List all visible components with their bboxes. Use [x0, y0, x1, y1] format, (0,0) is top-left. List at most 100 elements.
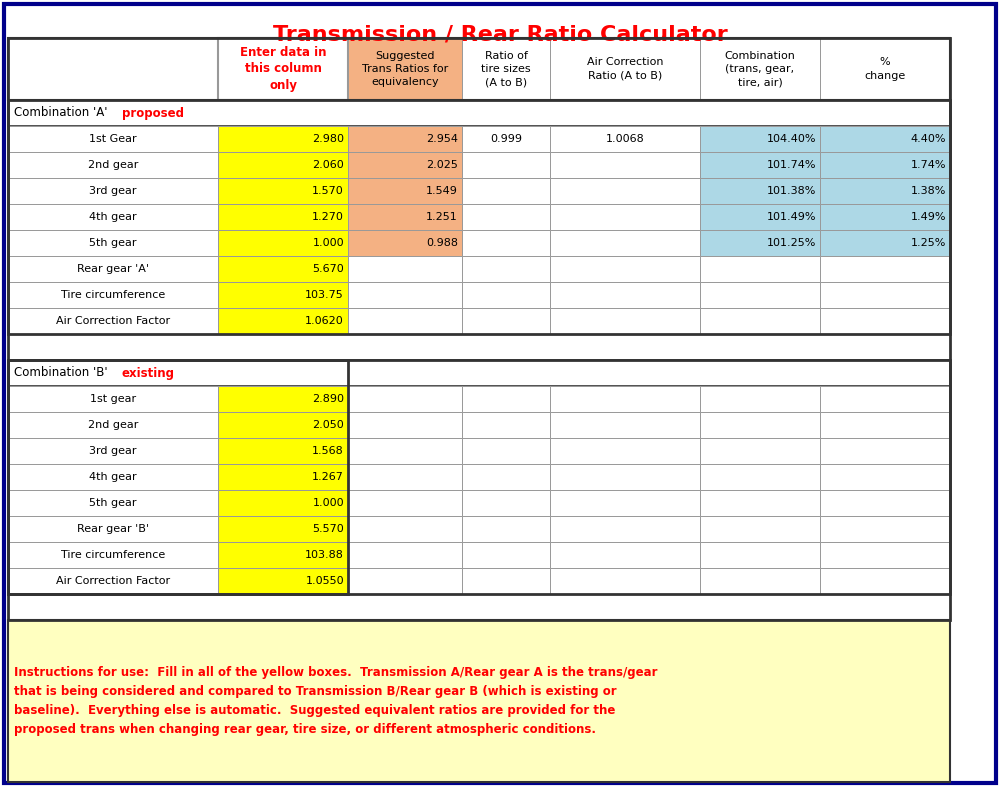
Text: 3rd gear: 3rd gear: [89, 446, 137, 456]
Text: 3rd gear: 3rd gear: [89, 186, 137, 196]
Bar: [820, 230, 950, 256]
Text: Tire circumference: Tire circumference: [61, 550, 165, 560]
Bar: [462, 126, 550, 152]
Bar: [218, 438, 348, 464]
Bar: [218, 542, 348, 568]
Bar: [820, 256, 950, 282]
Bar: [700, 542, 820, 568]
Bar: [8, 594, 950, 620]
Text: Combination 'A': Combination 'A': [14, 106, 108, 120]
Bar: [218, 282, 348, 308]
Bar: [700, 230, 820, 256]
Text: 4th gear: 4th gear: [89, 472, 137, 482]
Bar: [218, 308, 348, 334]
Text: 2.025: 2.025: [426, 160, 458, 170]
Bar: [218, 256, 348, 282]
Bar: [218, 126, 348, 152]
Bar: [8, 38, 950, 100]
Text: 1.568: 1.568: [312, 446, 344, 456]
Text: 101.38%: 101.38%: [767, 186, 816, 196]
Bar: [820, 152, 950, 178]
Bar: [700, 178, 820, 204]
Text: 101.74%: 101.74%: [767, 160, 816, 170]
Bar: [218, 568, 348, 594]
Bar: [348, 386, 462, 412]
Bar: [348, 126, 462, 152]
Bar: [462, 38, 550, 100]
Text: 1.0620: 1.0620: [305, 316, 344, 326]
Bar: [218, 308, 348, 334]
Bar: [348, 38, 462, 100]
Text: %
change: % change: [864, 57, 906, 80]
Bar: [550, 516, 700, 542]
Bar: [700, 412, 820, 438]
Text: 1.0550: 1.0550: [305, 576, 344, 586]
Bar: [700, 490, 820, 516]
Bar: [820, 126, 950, 152]
Text: 1.000: 1.000: [312, 498, 344, 508]
Bar: [8, 256, 218, 282]
Bar: [820, 438, 950, 464]
Bar: [820, 178, 950, 204]
Bar: [700, 152, 820, 178]
Bar: [462, 386, 550, 412]
Bar: [700, 178, 820, 204]
Bar: [462, 490, 550, 516]
Text: proposed: proposed: [122, 106, 184, 120]
Bar: [218, 152, 348, 178]
Bar: [218, 490, 348, 516]
Bar: [8, 360, 950, 594]
Bar: [820, 204, 950, 230]
Text: 1.0068: 1.0068: [606, 134, 644, 144]
Text: 1.25%: 1.25%: [911, 238, 946, 248]
Text: 2.954: 2.954: [426, 134, 458, 144]
Bar: [700, 386, 820, 412]
Bar: [218, 178, 348, 204]
Text: Rear gear 'A': Rear gear 'A': [77, 264, 149, 274]
Text: 1.251: 1.251: [426, 212, 458, 222]
Bar: [8, 412, 218, 438]
Bar: [820, 516, 950, 542]
Bar: [820, 568, 950, 594]
Text: 2.890: 2.890: [312, 394, 344, 404]
Bar: [550, 438, 700, 464]
Text: 5.670: 5.670: [312, 264, 344, 274]
Bar: [8, 334, 950, 360]
Text: 1.570: 1.570: [312, 186, 344, 196]
Text: existing: existing: [122, 367, 175, 379]
Bar: [820, 204, 950, 230]
Bar: [700, 568, 820, 594]
Bar: [348, 178, 462, 204]
Bar: [218, 256, 348, 282]
Bar: [348, 178, 462, 204]
Bar: [348, 490, 462, 516]
Text: Suggested
Trans Ratios for
equivalency: Suggested Trans Ratios for equivalency: [362, 51, 448, 87]
Bar: [462, 412, 550, 438]
Bar: [218, 230, 348, 256]
Text: 104.40%: 104.40%: [767, 134, 816, 144]
Bar: [700, 126, 820, 152]
Bar: [550, 490, 700, 516]
Text: Enter data in
this column
only: Enter data in this column only: [240, 46, 326, 93]
Bar: [348, 204, 462, 230]
Bar: [348, 308, 462, 334]
Text: 1.38%: 1.38%: [911, 186, 946, 196]
Bar: [218, 38, 348, 100]
Bar: [348, 464, 462, 490]
Text: 1.270: 1.270: [312, 212, 344, 222]
Bar: [8, 178, 218, 204]
Bar: [218, 282, 348, 308]
Bar: [218, 412, 348, 438]
Bar: [462, 542, 550, 568]
Bar: [8, 100, 950, 126]
Text: 5th gear: 5th gear: [89, 498, 137, 508]
Text: 0.988: 0.988: [426, 238, 458, 248]
Text: 1.549: 1.549: [426, 186, 458, 196]
Bar: [820, 230, 950, 256]
Bar: [700, 38, 820, 100]
Text: 1.74%: 1.74%: [910, 160, 946, 170]
Text: Instructions for use:  Fill in all of the yellow boxes.  Transmission A/Rear gea: Instructions for use: Fill in all of the…: [14, 666, 658, 736]
Bar: [550, 256, 700, 282]
Bar: [8, 204, 218, 230]
Bar: [348, 568, 462, 594]
